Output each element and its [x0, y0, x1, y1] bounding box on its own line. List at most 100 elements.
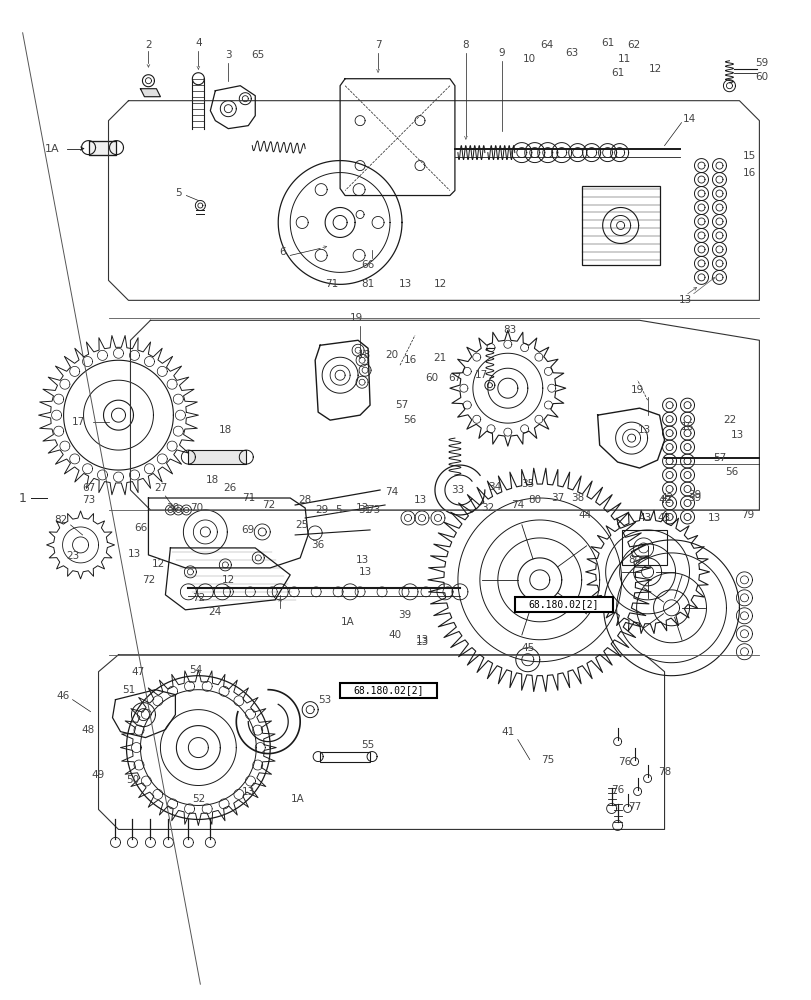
Text: 42: 42	[658, 495, 672, 505]
Text: 56: 56	[403, 415, 416, 425]
Text: 12: 12	[152, 559, 165, 569]
Bar	[188, 450, 246, 464]
Text: 9: 9	[498, 48, 504, 58]
Text: 70: 70	[190, 503, 203, 513]
Text: 21: 21	[433, 353, 446, 363]
Text: 34: 34	[487, 482, 501, 492]
Text: 4: 4	[195, 38, 201, 48]
Text: 19: 19	[630, 385, 643, 395]
Text: 57: 57	[712, 453, 725, 463]
Text: 51: 51	[122, 685, 135, 695]
Text: 13: 13	[413, 495, 426, 505]
Text: 13: 13	[358, 567, 371, 577]
Text: 30: 30	[165, 503, 178, 513]
Text: 62: 62	[626, 40, 639, 50]
Text: 65: 65	[251, 50, 264, 60]
Text: 1A: 1A	[291, 794, 305, 804]
Text: 60: 60	[425, 373, 438, 383]
Text: 15: 15	[742, 151, 755, 161]
Text: 12: 12	[221, 575, 234, 585]
Text: 81: 81	[361, 279, 374, 289]
Text: 18: 18	[357, 350, 371, 360]
Text: 44: 44	[577, 510, 590, 520]
Text: 73: 73	[367, 505, 380, 515]
Text: 14: 14	[682, 114, 695, 124]
Text: 16: 16	[680, 422, 693, 432]
Text: 17: 17	[474, 370, 488, 380]
Text: 5: 5	[175, 188, 182, 198]
Text: 67: 67	[82, 483, 95, 493]
Text: 13: 13	[678, 295, 691, 305]
Text: 68.180.02[2]: 68.180.02[2]	[353, 685, 423, 695]
Text: 56: 56	[724, 467, 737, 477]
Text: 25: 25	[295, 520, 308, 530]
Text: 33: 33	[451, 485, 464, 495]
Text: 35: 35	[521, 479, 534, 489]
Text: 24: 24	[208, 607, 221, 617]
Text: 13: 13	[637, 425, 650, 435]
Text: 45: 45	[521, 643, 534, 653]
Text: 69: 69	[242, 525, 255, 535]
Text: 66: 66	[134, 523, 147, 533]
Text: 78: 78	[657, 767, 671, 777]
Text: 13: 13	[730, 430, 743, 440]
Text: 77: 77	[627, 802, 641, 812]
Text: 17: 17	[72, 417, 85, 427]
Text: 72: 72	[142, 575, 155, 585]
Text: 48: 48	[82, 725, 95, 735]
Text: 32: 32	[481, 503, 494, 513]
Text: 38: 38	[570, 493, 584, 503]
Text: 75: 75	[540, 755, 554, 765]
Text: 16: 16	[403, 355, 416, 365]
Text: 61: 61	[610, 68, 624, 78]
Text: 13: 13	[355, 503, 368, 513]
Bar	[88, 141, 116, 155]
Text: 26: 26	[223, 483, 237, 493]
Text: 13: 13	[415, 637, 428, 647]
Text: 80: 80	[627, 555, 641, 565]
Text: 29: 29	[315, 505, 328, 515]
Text: 73: 73	[82, 495, 95, 505]
Text: 80: 80	[528, 495, 541, 505]
Text: 71: 71	[325, 279, 338, 289]
Text: 47: 47	[131, 667, 145, 677]
Text: 13: 13	[398, 279, 411, 289]
Text: 10: 10	[522, 54, 536, 64]
Bar	[339, 683, 436, 698]
Text: 60: 60	[754, 72, 767, 82]
Text: 18: 18	[205, 475, 219, 485]
Text: 8: 8	[462, 40, 469, 50]
Text: 79: 79	[740, 510, 753, 520]
Text: 54: 54	[188, 665, 202, 675]
Text: 12: 12	[648, 64, 662, 74]
Text: 42: 42	[660, 493, 673, 503]
Text: 39: 39	[687, 493, 700, 503]
Text: 27: 27	[153, 483, 167, 493]
Text: 57: 57	[395, 400, 408, 410]
Text: 83: 83	[503, 325, 516, 335]
Text: 20: 20	[385, 350, 398, 360]
Text: 1: 1	[19, 492, 27, 505]
Text: 2: 2	[145, 40, 152, 50]
Text: 39: 39	[687, 490, 700, 500]
Text: 3: 3	[225, 50, 231, 60]
Text: 28: 28	[298, 495, 311, 505]
Text: 23: 23	[66, 551, 79, 561]
Text: 43: 43	[657, 513, 671, 523]
Text: 13: 13	[127, 549, 141, 559]
Text: 13: 13	[355, 555, 368, 565]
Text: 1A: 1A	[45, 144, 60, 154]
Text: 36: 36	[311, 540, 324, 550]
Text: 50: 50	[126, 775, 139, 785]
Text: 7: 7	[374, 40, 381, 50]
Text: 59: 59	[754, 58, 767, 68]
Text: 71: 71	[242, 493, 255, 503]
Text: 61: 61	[600, 38, 614, 48]
Text: 40: 40	[388, 630, 401, 640]
Text: 68.180.02[2]: 68.180.02[2]	[528, 599, 599, 609]
Text: 55: 55	[361, 740, 374, 750]
Text: 5: 5	[334, 505, 341, 515]
Text: 66: 66	[361, 260, 374, 270]
Text: 52: 52	[191, 794, 204, 804]
Text: 67: 67	[448, 373, 461, 383]
